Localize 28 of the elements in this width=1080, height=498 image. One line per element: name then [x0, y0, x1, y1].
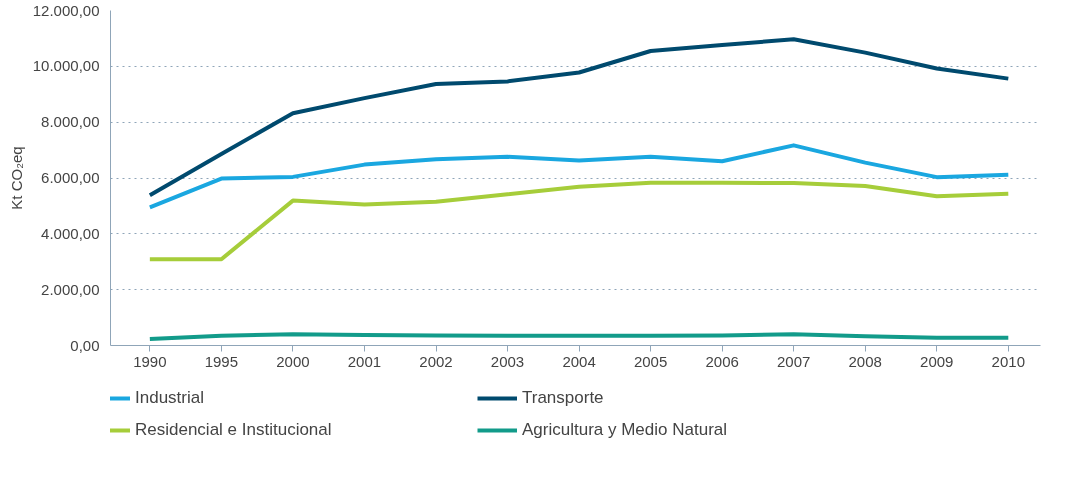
- legend-label: Agricultura y Medio Natural: [522, 420, 729, 440]
- x-tick-label: 2006: [705, 352, 739, 370]
- x-tick-label: 2002: [419, 352, 453, 370]
- line-series: [147, 180, 1011, 262]
- line-series: [147, 37, 1011, 198]
- legend-label: Residencial e Institucional: [135, 420, 333, 440]
- x-tick-label: 2004: [562, 352, 596, 370]
- y-tick-label: 8.000,00: [41, 113, 100, 131]
- y-tick-label: 6.000,00: [41, 169, 100, 186]
- x-tick-label: 2010: [991, 352, 1025, 370]
- x-tick-label: 2007: [777, 352, 811, 370]
- x-tick-label: 2003: [490, 352, 525, 370]
- legend-label: Industrial: [135, 388, 205, 408]
- x-tick-label: 2005: [633, 352, 668, 370]
- x-tick-label: 2008: [848, 352, 882, 370]
- y-tick-label: 2.000,00: [41, 280, 100, 298]
- y-tick-label: 10.000,00: [32, 57, 100, 75]
- y-tick-label: 12.000,00: [32, 1, 100, 19]
- line-series: [147, 143, 1011, 210]
- y-tick-label: 0,00: [70, 336, 100, 354]
- x-tick-label: 2009: [920, 352, 954, 370]
- x-tick-label: 2001: [347, 352, 382, 370]
- x-tick-label: 1990: [133, 352, 167, 370]
- y-tick-label: 4.000,00: [41, 224, 100, 242]
- x-tick-label: 1995: [204, 352, 239, 370]
- legend-label: Transporte: [522, 388, 605, 408]
- x-tick-label: 2000: [276, 352, 310, 370]
- y-axis-title: Kt CO₂eq: [7, 146, 25, 210]
